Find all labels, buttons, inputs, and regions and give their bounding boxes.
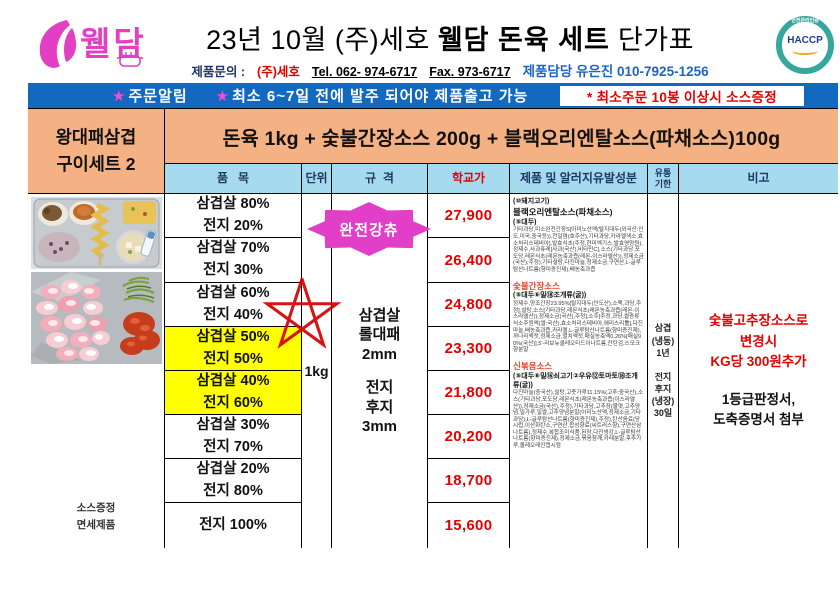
- haccp-label: HACCP: [787, 35, 823, 46]
- star-icon: ★: [215, 87, 231, 105]
- spec-bottom: 전지 후지 3mm: [361, 379, 398, 435]
- side-note: 소스증정 면세제품: [76, 502, 116, 532]
- haccp-badge: 안전관리인증 HACCP: [776, 16, 834, 74]
- product-name-cell: 왕대패삼겹 구이세트 2: [28, 109, 165, 194]
- meal-tray-photo: [31, 197, 162, 269]
- column-header-shelf: 유통 기한: [648, 164, 679, 194]
- column-header-item: 품 목: [165, 164, 302, 194]
- sauce-heading: 블랙오리엔탈소스(파채소스): [513, 206, 613, 217]
- logo-text: 웰담: [80, 24, 147, 62]
- page-title: 23년 10월 (주)세호 웰담 돈육 세트 단가표: [130, 18, 770, 57]
- badge-label: 완전강츄: [339, 222, 399, 239]
- contact-tel: Tel. 062- 974-6717: [311, 65, 418, 79]
- recommended-badge: 완전강츄: [306, 201, 432, 258]
- product-photo-cell: 소스증정 면세제품: [28, 194, 165, 548]
- pork-roll-photo: [31, 272, 162, 364]
- sauce-promo-note: * 최소주문 10봉 이상시 소스증정: [560, 86, 804, 106]
- contact-label: 제품문의 :: [191, 65, 246, 79]
- ingredients-cell: (⑩돼지고기) 블랙오리엔탈소스(파채소스) (⑤대두) 기타과당,미소완전간장…: [510, 194, 648, 548]
- price-cell: 27,900: [428, 194, 510, 238]
- shelf-life-cell: 삼겹 (냉동) 1년 전지 후지 (냉장) 30일: [648, 194, 679, 548]
- column-header-ingredients: 제품 및 알러지유발성분: [510, 164, 648, 194]
- price-cell: 15,600: [428, 503, 510, 548]
- price-cell: 20,200: [428, 415, 510, 459]
- spec-top: 삼겹살 롤대패 2mm: [358, 306, 401, 363]
- column-header-spec: 규 격: [332, 164, 428, 194]
- title-prefix: 23년 10월 (주)세호: [206, 25, 438, 55]
- item-cell: 삼겹살 70% 전지 30%: [165, 238, 302, 283]
- allergen-note: (⑤대두): [513, 218, 537, 226]
- ingredient-block: 신볶음소스 (⑤대두⑥밀⑯쇠고기②우유⑫토마토⑱조개류(굴)) 다진마늘(중국산…: [513, 361, 644, 450]
- price-cell: 18,700: [428, 459, 510, 503]
- price-cell: 21,800: [428, 371, 510, 415]
- sauce-heading: 신볶음소스: [513, 360, 553, 371]
- logo-petal-icon: [39, 20, 77, 68]
- notice-label: 주문알림: [128, 88, 188, 105]
- notice-text: 최소 6~7일 전에 발주 되어야 제품출고 가능: [232, 88, 529, 105]
- star-icon: ★: [112, 87, 127, 105]
- item-cell: 삼겹살 30% 전지 70%: [165, 415, 302, 459]
- item-cell-highlighted: 삼겹살 50% 전지 50%: [165, 327, 302, 371]
- ingredient-block: 숯불간장소스 (⑤대두⑥밀⑱조개류(굴)) 정제수,양조간장23.95%[탈지대…: [513, 281, 644, 354]
- ingredient-block: (⑩돼지고기) 블랙오리엔탈소스(파채소스) (⑤대두) 기타과당,미소완전간장…: [513, 198, 644, 274]
- item-cell: 전지 100%: [165, 503, 302, 548]
- pot-icon: [116, 52, 143, 67]
- hand-drawn-star-icon: [262, 278, 342, 349]
- item-cell: 삼겹살 80% 전지 20%: [165, 194, 302, 238]
- price-cell: 23,300: [428, 327, 510, 371]
- price-cell: 26,400: [428, 238, 510, 283]
- item-cell-highlighted: 삼겹살 40% 전지 60%: [165, 371, 302, 415]
- price-cell: 24,800: [428, 283, 510, 327]
- allergen-note: (⑤대두⑥밀⑯쇠고기②우유⑫토마토⑱조개류(굴)): [513, 372, 638, 389]
- contact-company: (주)세호: [257, 65, 300, 79]
- ingredient-list: 기타과당,미소완전간장S[아미노산액(탈지대두(외국산:인도,미국,중국등)),…: [513, 227, 644, 273]
- title-suffix: 단가표: [609, 25, 694, 55]
- spec-cell: 삼겹살 롤대패 2mm 전지 후지 3mm: [332, 194, 428, 548]
- column-header-unit: 단위: [302, 164, 332, 194]
- contact-manager: 제품담당 유은진 010-7925-1256: [522, 64, 709, 79]
- remark-certificates: 1등급판정서, 도축증명서 첨부: [713, 392, 804, 428]
- starburst-icon: [307, 202, 431, 256]
- allergen-note: (⑩돼지고기): [513, 198, 550, 205]
- column-header-remark: 비고: [679, 164, 838, 194]
- haccp-swoosh-icon: [792, 47, 818, 55]
- remark-cell: 숯불고추장소스로 변경시 KG당 300원추가 1등급판정서, 도축증명서 첨부: [679, 194, 838, 548]
- ingredient-list: 다진마늘(중국산),설탕,고춧가루11.15%(고추:중국산),소스(기타과당,…: [513, 390, 644, 450]
- contact-fax: Fax. 973-6717: [429, 65, 511, 79]
- unit-cell: 1kg: [302, 194, 332, 548]
- haccp-ring-text: 안전관리인증: [791, 18, 819, 24]
- title-bold: 웰담 돈육 세트: [437, 25, 610, 55]
- sauce-heading: 숯불간장소스: [513, 280, 560, 291]
- brand-logo: 웰담: [34, 16, 144, 70]
- column-header-price: 학교가: [428, 164, 510, 194]
- contact-line: 제품문의 : (주)세호 Tel. 062- 974-6717 Fax. 973…: [110, 60, 790, 80]
- allergen-note: (⑤대두⑥밀⑱조개류(굴)): [513, 292, 587, 300]
- item-cell: 삼겹살 20% 전지 80%: [165, 459, 302, 503]
- ingredient-list: 정제수,양조간장23.95%[탈지대두(인도산),소맥,과당,주정],설탕,소스…: [513, 301, 643, 354]
- set-composition-title: 돈육 1kg + 숯불간장소스 200g + 블랙오리엔탈소스(파채소스)100…: [165, 109, 838, 164]
- remark-sauce-change: 숯불고추장소스로 변경시 KG당 300원추가: [708, 313, 809, 369]
